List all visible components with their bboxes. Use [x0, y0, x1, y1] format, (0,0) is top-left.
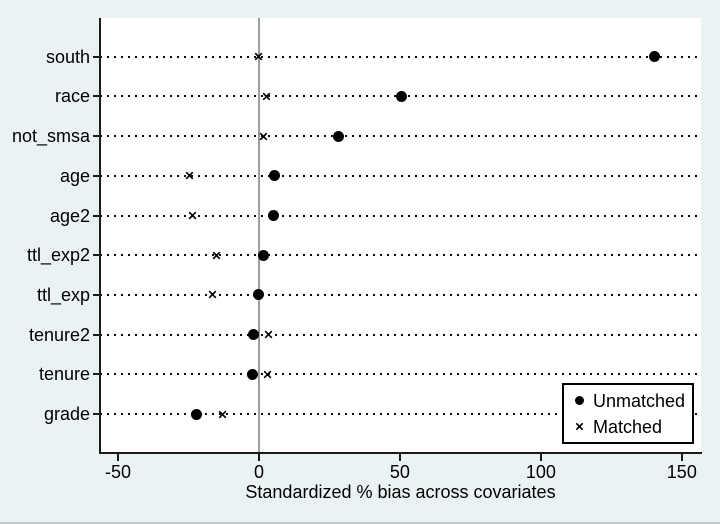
- x-axis-tick-label: 150: [666, 462, 697, 482]
- y-axis-tick: [93, 293, 100, 296]
- legend: Unmatched Matched: [562, 383, 694, 444]
- legend-label-matched: Matched: [593, 416, 663, 437]
- grid-line: [100, 135, 701, 138]
- zero-reference-line: [257, 18, 260, 452]
- x-axis-tick-label: 100: [525, 462, 556, 482]
- y-axis-label: age: [59, 165, 90, 186]
- legend-label-unmatched: Unmatched: [593, 390, 686, 411]
- unmatched-point-marker: [248, 329, 260, 341]
- y-axis-label: tenure: [38, 364, 90, 385]
- unmatched-point-marker: [247, 368, 259, 380]
- y-axis-tick: [93, 373, 100, 376]
- unmatched-point-marker: [253, 289, 265, 301]
- matched-point-marker: [254, 52, 263, 61]
- matched-point-marker: [262, 92, 271, 101]
- unmatched-point-marker: [267, 210, 279, 221]
- y-axis-tick: [93, 55, 100, 58]
- y-axis-label: race: [54, 86, 90, 107]
- x-axis-line: [99, 452, 702, 454]
- filled-circle-marker-icon: [575, 396, 584, 405]
- y-axis-tick: [93, 214, 100, 217]
- unmatched-point-marker: [190, 408, 202, 420]
- y-axis-label: not_smsa: [11, 126, 90, 147]
- y-axis-label: ttl_exp2: [26, 245, 90, 266]
- grid-line: [100, 254, 701, 257]
- unmatched-point-marker: [268, 170, 280, 182]
- x-marker-icon: [575, 422, 584, 431]
- y-axis-tick: [93, 95, 100, 98]
- matched-point-marker: [264, 330, 273, 339]
- x-axis-tick-label: 50: [389, 462, 410, 482]
- y-axis-tick: [93, 254, 100, 257]
- plot-area: [100, 18, 701, 452]
- matched-point-marker: [218, 410, 227, 419]
- y-axis-label: tenure2: [28, 324, 90, 345]
- grid-line: [100, 214, 701, 217]
- y-axis-label: ttl_exp: [36, 284, 90, 305]
- x-axis-tick-label: 0: [253, 462, 264, 482]
- grid-line: [100, 333, 701, 336]
- y-axis-label: grade: [43, 404, 90, 424]
- matched-point-marker: [263, 370, 272, 379]
- x-axis-tick-label: -50: [105, 462, 132, 482]
- x-axis-tick: [257, 454, 260, 461]
- x-axis-tick: [398, 454, 401, 461]
- matched-point-marker: [188, 211, 197, 220]
- matched-point-marker: [208, 290, 217, 299]
- y-axis-tick: [93, 135, 100, 138]
- x-axis-tick: [117, 454, 120, 461]
- y-axis-tick: [93, 333, 100, 336]
- y-axis-line: [99, 18, 101, 454]
- matched-point-marker: [212, 251, 221, 260]
- matched-point-marker: [185, 171, 194, 180]
- grid-line: [100, 413, 701, 415]
- x-axis-tick: [680, 454, 683, 461]
- grid-line: [100, 174, 701, 177]
- unmatched-point-marker: [648, 51, 660, 63]
- unmatched-point-marker: [395, 90, 407, 102]
- y-axis-tick: [93, 174, 100, 177]
- matched-point-marker: [259, 132, 268, 141]
- grid-line: [100, 373, 701, 376]
- y-axis-tick: [93, 413, 100, 415]
- legend-item-unmatched: Unmatched: [575, 388, 692, 414]
- x-axis-title: Standardized % bias across covariates: [245, 482, 556, 502]
- grid-line: [100, 293, 701, 296]
- y-axis-label: age2: [49, 205, 90, 226]
- legend-item-matched: Matched: [575, 414, 692, 440]
- unmatched-point-marker: [332, 130, 344, 142]
- x-axis-tick: [539, 454, 542, 461]
- y-axis-label: south: [45, 46, 90, 67]
- grid-line: [100, 55, 701, 58]
- unmatched-point-marker: [257, 249, 269, 261]
